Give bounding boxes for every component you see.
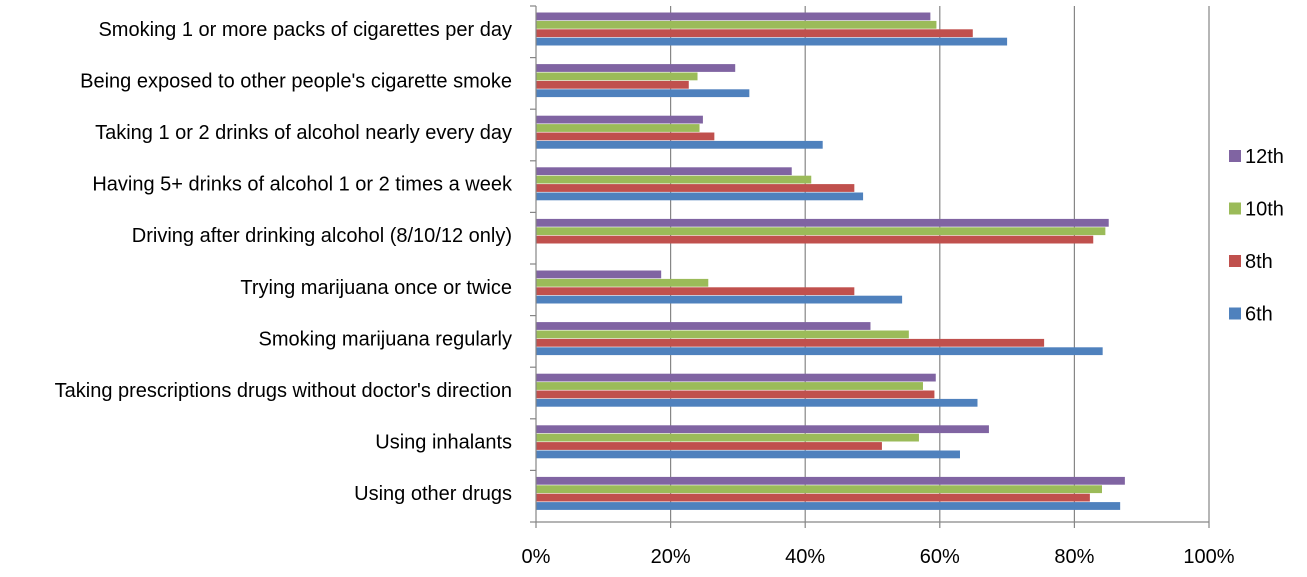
x-tick-label: 60% bbox=[920, 546, 960, 568]
category-label: Smoking marijuana regularly bbox=[259, 328, 512, 350]
category-label: Having 5+ drinks of alcohol 1 or 2 times… bbox=[92, 174, 513, 196]
bar-10th-6 bbox=[536, 330, 909, 339]
bar-12th-4 bbox=[536, 218, 1109, 227]
bar-12th-8 bbox=[536, 425, 989, 434]
x-tick-label: 100% bbox=[1183, 546, 1234, 568]
axes bbox=[530, 5, 1210, 528]
bar-8th-2 bbox=[536, 132, 715, 141]
category-label: Being exposed to other people's cigarett… bbox=[80, 70, 512, 92]
x-tick-label: 40% bbox=[785, 546, 825, 568]
bar-12th-1 bbox=[536, 64, 736, 72]
x-tick-labels: 0% 20% 40% 60% 80% 100% bbox=[522, 546, 1235, 568]
bar-8th-7 bbox=[536, 390, 935, 399]
legend-swatch-6th bbox=[1229, 307, 1241, 320]
x-tick-label: 80% bbox=[1054, 546, 1094, 568]
bar-10th-9 bbox=[536, 485, 1102, 494]
x-tick-label: 20% bbox=[651, 546, 691, 568]
bar-12th-7 bbox=[536, 373, 936, 382]
bar-6th-8 bbox=[536, 450, 960, 459]
bar-8th-3 bbox=[536, 184, 855, 192]
bar-8th-5 bbox=[536, 287, 855, 296]
bar-10th-2 bbox=[536, 124, 700, 132]
bar-8th-1 bbox=[536, 80, 689, 89]
bar-8th-6 bbox=[536, 338, 1045, 347]
category-labels: Smoking 1 or more packs of cigarettes pe… bbox=[55, 19, 513, 505]
bar-6th-1 bbox=[536, 89, 750, 98]
bar-10th-1 bbox=[536, 72, 698, 81]
bar-12th-0 bbox=[536, 12, 931, 21]
bars bbox=[536, 12, 1125, 510]
bar-6th-5 bbox=[536, 295, 903, 304]
bar-10th-0 bbox=[536, 20, 937, 29]
bar-8th-0 bbox=[536, 29, 973, 38]
bar-10th-3 bbox=[536, 175, 812, 184]
legend-swatch-12th bbox=[1229, 150, 1241, 162]
category-label: Taking 1 or 2 drinks of alcohol nearly e… bbox=[95, 122, 512, 144]
category-label: Using inhalants bbox=[375, 432, 512, 454]
bar-6th-3 bbox=[536, 192, 864, 201]
bar-12th-6 bbox=[536, 322, 871, 330]
bar-6th-7 bbox=[536, 398, 978, 407]
bar-10th-8 bbox=[536, 433, 919, 442]
bar-12th-3 bbox=[536, 167, 792, 176]
bar-6th-6 bbox=[536, 347, 1103, 356]
bar-12th-9 bbox=[536, 476, 1125, 485]
category-label: Taking prescriptions drugs without docto… bbox=[55, 380, 512, 402]
legend: 12th 10th 8th 6th bbox=[1229, 146, 1284, 326]
bar-10th-4 bbox=[536, 227, 1106, 236]
bar-6th-9 bbox=[536, 502, 1121, 510]
legend-swatch-8th bbox=[1229, 255, 1241, 267]
x-tick-label: 0% bbox=[522, 546, 551, 568]
legend-label-8th: 8th bbox=[1245, 251, 1273, 273]
bar-12th-5 bbox=[536, 270, 662, 279]
category-label: Trying marijuana once or twice bbox=[240, 277, 512, 299]
legend-label-12th: 12th bbox=[1245, 146, 1284, 168]
category-label: Using other drugs bbox=[354, 483, 512, 505]
category-label: Smoking 1 or more packs of cigarettes pe… bbox=[98, 19, 512, 41]
bar-8th-4 bbox=[536, 235, 1094, 244]
bar-12th-2 bbox=[536, 115, 703, 124]
bar-10th-5 bbox=[536, 278, 709, 287]
bar-8th-8 bbox=[536, 442, 882, 450]
legend-swatch-10th bbox=[1229, 202, 1241, 215]
legend-label-10th: 10th bbox=[1245, 199, 1284, 221]
bar-8th-9 bbox=[536, 493, 1090, 502]
legend-label-6th: 6th bbox=[1245, 304, 1273, 326]
bar-6th-0 bbox=[536, 37, 1008, 46]
category-label: Driving after drinking alcohol (8/10/12 … bbox=[132, 225, 512, 247]
bar-6th-2 bbox=[536, 140, 823, 149]
bar-10th-7 bbox=[536, 382, 923, 390]
